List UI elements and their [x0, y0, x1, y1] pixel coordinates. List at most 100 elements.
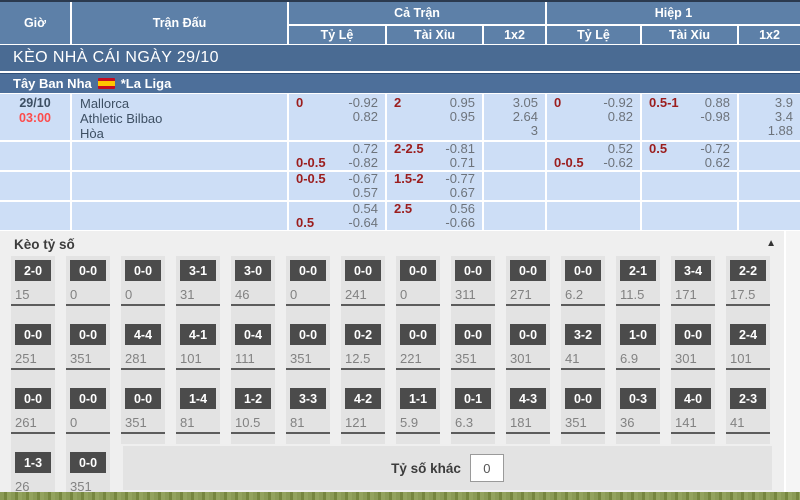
score-button[interactable]: 3-3 [290, 388, 326, 409]
league-header[interactable]: Tây Ban Nha *La Liga [0, 73, 800, 93]
odds-value[interactable]: -0.67 [348, 172, 378, 186]
score-button[interactable]: 3-2 [565, 324, 601, 345]
score-button[interactable]: 4-3 [510, 388, 546, 409]
odds-value[interactable]: -0.72 [700, 142, 730, 156]
ft-overunder-cell-r4[interactable]: 2.5 0.56 -0.66 [387, 202, 482, 230]
odds-value[interactable]: 3.4 [774, 109, 793, 124]
odds-value[interactable]: 1.88 [767, 123, 793, 138]
h1-handicap-cell-r1[interactable]: 0 -0.92 0.82 [547, 94, 640, 140]
overunder-label: 2 [394, 95, 402, 110]
ft-overunder-cell-r2[interactable]: 2-2.5 -0.81 0.71 [387, 142, 482, 170]
odds-value[interactable]: 0.56 [449, 202, 475, 216]
score-button[interactable]: 0-0 [290, 324, 326, 345]
score-button[interactable]: 2-3 [730, 388, 766, 409]
score-cell: 3-2 41 [561, 320, 605, 370]
score-button[interactable]: 2-4 [730, 324, 766, 345]
odds-value[interactable]: 0.82 [352, 109, 378, 124]
score-button[interactable]: 0-0 [510, 324, 546, 345]
odds-value[interactable]: 0.71 [449, 155, 475, 170]
score-button[interactable]: 0-0 [70, 452, 106, 473]
score-button[interactable]: 1-4 [180, 388, 216, 409]
score-button[interactable]: 0-0 [15, 324, 51, 345]
score-button[interactable]: 1-2 [235, 388, 271, 409]
score-button[interactable]: 4-2 [345, 388, 381, 409]
odds-value[interactable]: -0.66 [445, 215, 475, 230]
odds-value[interactable]: -0.81 [445, 142, 475, 156]
odds-value[interactable]: 0.72 [352, 142, 378, 156]
score-button[interactable]: 0-0 [70, 260, 106, 281]
odds-value[interactable]: 3.9 [774, 95, 793, 110]
score-cell: 0-0 351 [121, 384, 165, 434]
odds-value[interactable]: 0.95 [449, 109, 475, 124]
score-odds: 10.5 [235, 415, 261, 430]
ft-handicap-cell-r2[interactable]: 0.72 0-0.5 -0.82 [289, 142, 385, 170]
odds-value[interactable]: 0.52 [607, 142, 633, 156]
score-button[interactable]: 0-0 [565, 260, 601, 281]
score-button[interactable]: 3-4 [675, 260, 711, 281]
score-button[interactable]: 1-3 [15, 452, 51, 473]
odds-value[interactable]: 3 [530, 123, 538, 138]
h1-overunder-cell-r1[interactable]: 0.5-1 0.88 -0.98 [642, 94, 737, 140]
score-button[interactable]: 2-1 [620, 260, 656, 281]
score-button[interactable]: 0-0 [400, 260, 436, 281]
odds-value[interactable]: -0.92 [348, 95, 378, 110]
ft-handicap-cell-r4[interactable]: 0.54 0.5 -0.64 [289, 202, 385, 230]
score-button[interactable]: 0-2 [345, 324, 381, 345]
odds-value[interactable]: 0.57 [352, 185, 378, 200]
odds-value[interactable]: -0.64 [348, 215, 378, 230]
score-button[interactable]: 0-0 [70, 388, 106, 409]
score-odds: 271 [510, 287, 532, 302]
score-button[interactable]: 0-0 [15, 388, 51, 409]
ft-handicap-cell-r3[interactable]: 0-0.5 -0.67 0.57 [289, 172, 385, 200]
ft-overunder-cell-r3[interactable]: 1.5-2 -0.77 0.67 [387, 172, 482, 200]
score-button[interactable]: 0-0 [345, 260, 381, 281]
score-button[interactable]: 0-0 [125, 388, 161, 409]
score-cell: 0-4 111 [231, 320, 275, 370]
score-button[interactable]: 2-2 [730, 260, 766, 281]
other-score-input[interactable] [469, 454, 504, 482]
score-button[interactable]: 1-1 [400, 388, 436, 409]
score-button[interactable]: 3-1 [180, 260, 216, 281]
score-odds: 41 [565, 351, 580, 366]
score-button[interactable]: 4-0 [675, 388, 711, 409]
ft-handicap-cell-r1[interactable]: 0 -0.92 0.82 [289, 94, 385, 140]
score-button[interactable]: 0-0 [455, 324, 491, 345]
score-button[interactable]: 0-0 [565, 388, 601, 409]
score-button[interactable]: 0-0 [125, 260, 161, 281]
score-button[interactable]: 0-0 [455, 260, 491, 281]
odds-value[interactable]: -0.62 [603, 155, 633, 170]
odds-value[interactable]: 2.64 [512, 109, 538, 124]
score-button[interactable]: 0-1 [455, 388, 491, 409]
h1-overunder-cell-r2[interactable]: 0.5 -0.72 0.62 [642, 142, 737, 170]
odds-value[interactable]: -0.77 [445, 172, 475, 186]
odds-value[interactable]: 0.54 [352, 202, 378, 216]
ft-overunder-cell-r1[interactable]: 2 0.95 0.95 [387, 94, 482, 140]
score-button[interactable]: 3-0 [235, 260, 271, 281]
odds-value[interactable]: 0.62 [704, 155, 730, 170]
score-button[interactable]: 0-0 [675, 324, 711, 345]
odds-value[interactable]: 0.82 [607, 109, 633, 124]
score-button[interactable]: 0-3 [620, 388, 656, 409]
score-button[interactable]: 0-0 [70, 324, 106, 345]
score-button[interactable]: 0-0 [400, 324, 436, 345]
score-button[interactable]: 4-4 [125, 324, 161, 345]
odds-value[interactable]: -0.92 [603, 95, 633, 110]
odds-value[interactable]: 3.05 [512, 95, 538, 110]
score-button[interactable]: 1-0 [620, 324, 656, 345]
score-button[interactable]: 0-0 [510, 260, 546, 281]
odds-value[interactable]: -0.82 [348, 155, 378, 170]
score-button[interactable]: 4-1 [180, 324, 216, 345]
score-button[interactable]: 0-0 [290, 260, 326, 281]
subcol-ft-overunder: Tài Xỉu [387, 26, 482, 44]
odds-value[interactable]: -0.98 [700, 109, 730, 124]
score-button[interactable]: 0-4 [235, 324, 271, 345]
h1-1x2-cell-r1[interactable]: 3.9 3.4 1.88 [739, 94, 800, 140]
h1-handicap-cell-r2[interactable]: 0.52 0-0.5 -0.62 [547, 142, 640, 170]
score-button[interactable]: 2-0 [15, 260, 51, 281]
odds-value[interactable]: 0.95 [449, 95, 475, 110]
empty-cell [484, 172, 545, 200]
ft-1x2-cell-r1[interactable]: 3.05 2.64 3 [484, 94, 545, 140]
odds-value[interactable]: 0.67 [449, 185, 475, 200]
collapse-arrow-icon[interactable]: ▲ [766, 238, 776, 249]
odds-value[interactable]: 0.88 [704, 95, 730, 110]
